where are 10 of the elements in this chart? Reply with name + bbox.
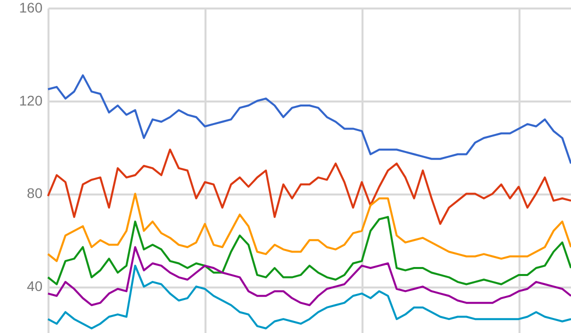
y-tick-label: 40 [26,278,43,294]
line-series [47,192,571,262]
y-tick-label: 160 [19,0,43,16]
line-series [47,264,571,330]
line-series [47,246,571,306]
y-tick-label: 80 [26,185,43,202]
line-series [47,148,571,225]
y-tick-label: 120 [19,92,43,108]
line-series [47,216,571,286]
line-series [47,74,571,165]
